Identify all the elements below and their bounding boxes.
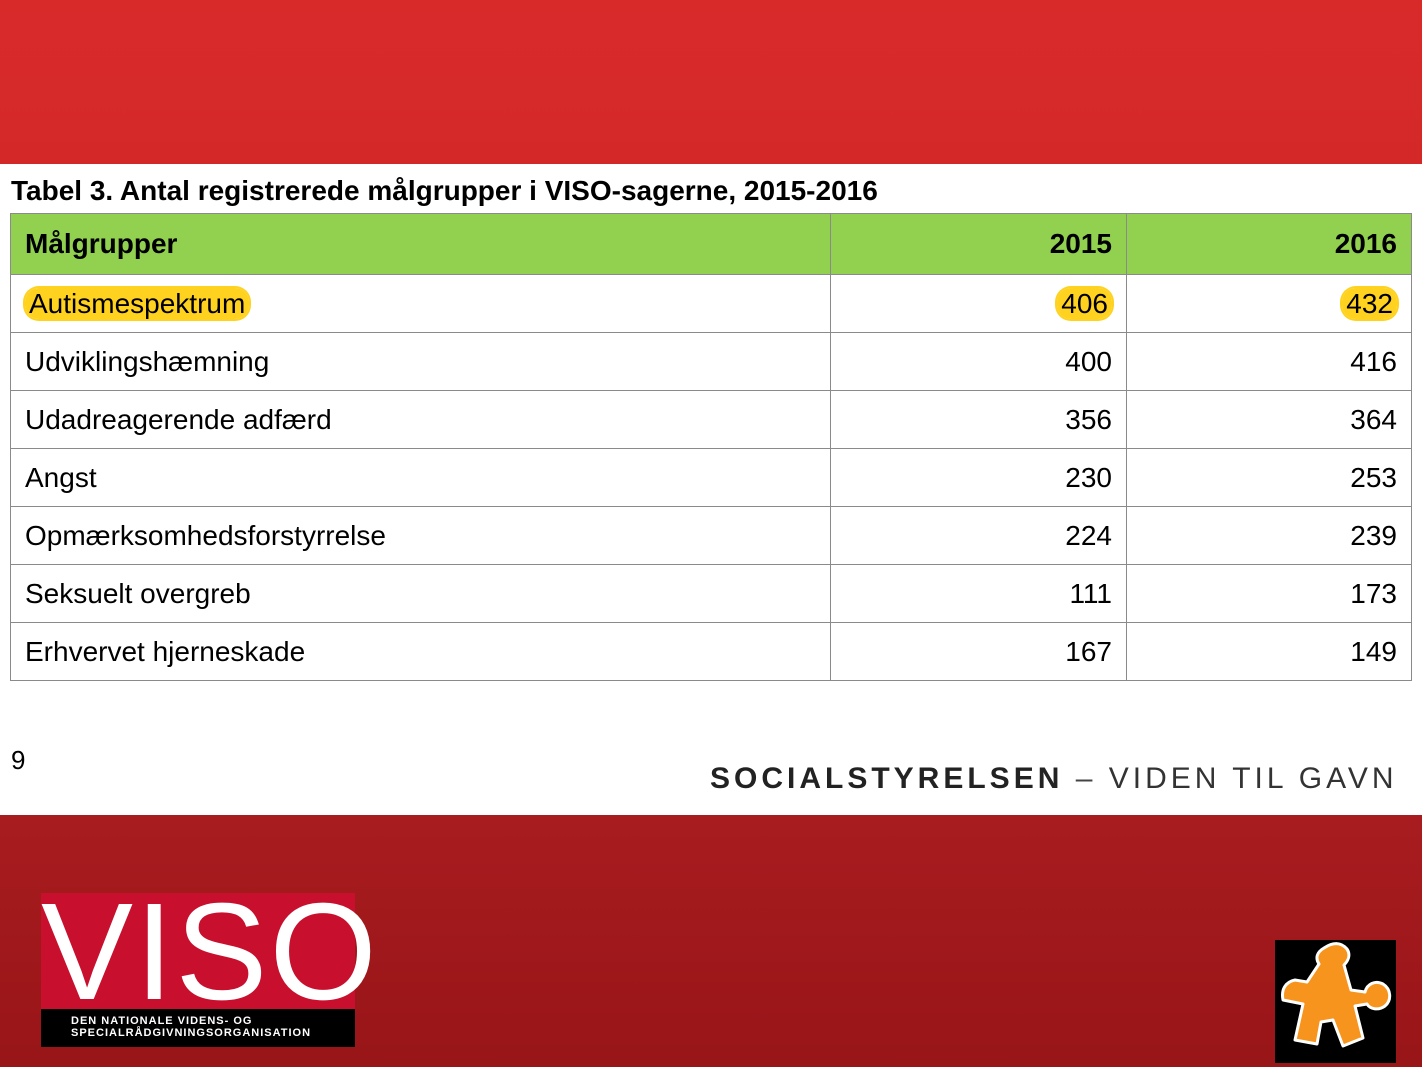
value-2016: 173 [1126,564,1412,623]
row-label: Angst [10,448,831,507]
value-2016: 416 [1126,332,1412,391]
row-label: Udviklingshæmning [10,332,831,391]
row-label: Erhvervet hjerneskade [10,622,831,681]
value-2015: 167 [830,622,1127,681]
tagline-text: VIDEN TIL GAVN [1108,762,1398,795]
top-red-band [0,0,1422,164]
puzzle-piece-icon [1275,940,1396,1063]
puzzle-piece-svg [1281,942,1392,1048]
header-2016: 2016 [1126,213,1412,275]
viso-logo: VISO DEN NATIONALE VIDENS- OG SPECIALRÅD… [41,883,377,1047]
row-label: Seksuelt overgreb [10,564,831,623]
value-2016: 253 [1126,448,1412,507]
table-header-row: Målgrupper 2015 2016 [10,213,1412,275]
viso-logo-line2: SPECIALRÅDGIVNINGSORGANISATION [71,1027,312,1039]
table-row: Seksuelt overgreb 111 173 [10,564,1412,623]
value-2015: 406 [1057,287,1112,319]
page-number: 9 [11,745,26,775]
value-2015: 400 [830,332,1127,391]
row-label: Opmærksomhedsforstyrrelse [10,506,831,565]
row-label: Autismespektrum [25,287,250,319]
value-2015: 230 [830,448,1127,507]
header-target-groups: Målgrupper [10,213,831,275]
value-2015: 356 [830,390,1127,449]
table-row: Erhvervet hjerneskade 167 149 [10,622,1412,681]
socialstyrelsen-tagline: SOCIALSTYRELSEN – VIDEN TIL GAVN [710,762,1398,796]
tagline-separator: – [1075,762,1097,795]
value-2016-cell: 432 [1126,274,1412,333]
value-2016: 239 [1126,506,1412,565]
value-2015: 111 [830,564,1127,623]
viso-logo-line1: DEN NATIONALE VIDENS- OG [71,1015,253,1027]
table-row: Angst 230 253 [10,448,1412,507]
header-2015: 2015 [830,213,1127,275]
table-row: Opmærksomhedsforstyrrelse 224 239 [10,506,1412,565]
value-2016: 149 [1126,622,1412,681]
brand-name: SOCIALSTYRELSEN [710,762,1064,795]
table-row: Udadreagerende adfærd 356 364 [10,390,1412,449]
value-2016: 364 [1126,390,1412,449]
table-title: Tabel 3. Antal registrerede målgrupper i… [11,175,878,206]
viso-logo-subtitle: DEN NATIONALE VIDENS- OG SPECIALRÅDGIVNI… [41,1009,355,1047]
target-groups-table: Målgrupper 2015 2016 Autismespektrum 406… [10,213,1412,681]
table-row: Udviklingshæmning 400 416 [10,332,1412,391]
value-2016: 432 [1342,287,1397,319]
row-label: Udadreagerende adfærd [10,390,831,449]
value-2015: 224 [830,506,1127,565]
table-row: Autismespektrum 406 432 [10,274,1412,333]
value-2015-cell: 406 [830,274,1127,333]
row-label-cell: Autismespektrum [10,274,831,333]
viso-logo-word: VISO [41,875,379,1029]
